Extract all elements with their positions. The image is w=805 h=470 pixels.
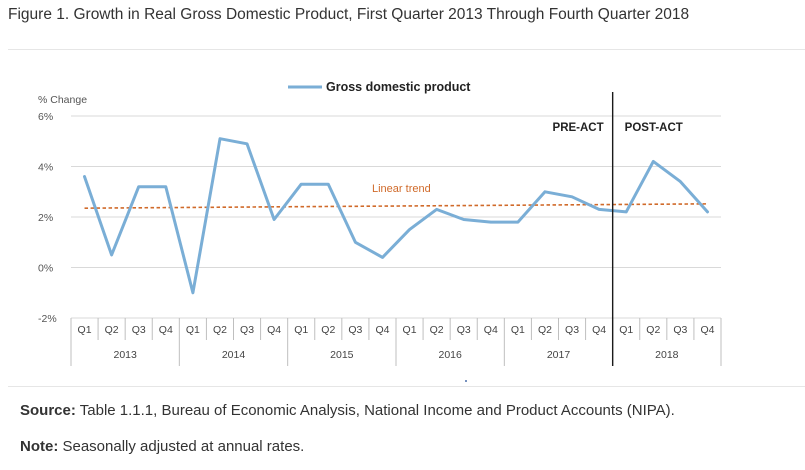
note-text: Seasonally adjusted at annual rates. [58, 438, 305, 455]
data-point [625, 210, 628, 214]
stray-dot [465, 380, 467, 382]
data-point [327, 182, 330, 186]
data-point [354, 241, 357, 244]
data-point [381, 256, 384, 259]
data-point [408, 228, 411, 231]
series-line-gdp [83, 137, 709, 295]
x-tick-label: Q4 [484, 324, 498, 336]
data-point [164, 185, 167, 188]
data-point [597, 208, 601, 211]
x-tick-label: Q1 [511, 324, 525, 336]
x-tick-label: Q2 [538, 324, 552, 336]
year-label: 2013 [113, 349, 137, 361]
x-tick-label: Q3 [457, 324, 471, 336]
pre-act-label: PRE-ACT [553, 122, 604, 134]
y-tick-label: 4% [38, 162, 53, 174]
post-act-label: POST-ACT [625, 122, 683, 134]
data-point [435, 208, 438, 211]
data-point [462, 218, 465, 221]
year-label: 2018 [655, 349, 679, 361]
data-point [300, 182, 303, 186]
year-label: 2014 [222, 349, 246, 361]
data-point [570, 195, 574, 198]
source-note: Source: Table 1.1.1, Bureau of Economic … [20, 402, 675, 419]
source-label: Source: [20, 402, 76, 419]
x-tick-label: Q1 [403, 324, 417, 336]
x-tick-label: Q3 [132, 324, 146, 336]
x-tick-label: Q2 [213, 324, 227, 336]
trend-label: Linear trend [372, 183, 431, 195]
data-point [245, 142, 249, 145]
data-point [110, 253, 113, 257]
x-tick-label: Q2 [646, 324, 660, 336]
x-tick-label: Q4 [592, 324, 606, 336]
x-tick-label: Q4 [267, 324, 281, 336]
year-label: 2016 [438, 349, 462, 361]
x-tick-label: Q1 [294, 324, 308, 336]
y-tick-label: -2% [38, 313, 57, 325]
data-point [272, 218, 276, 221]
x-tick-label: Q4 [375, 324, 389, 336]
data-point [191, 291, 195, 294]
y-tick-label: 2% [38, 212, 53, 224]
year-label: 2017 [547, 349, 571, 361]
x-tick-label: Q4 [700, 324, 714, 336]
bottom-divider [8, 386, 805, 387]
x-tick-label: Q3 [348, 324, 362, 336]
top-divider [8, 49, 805, 50]
x-tick-label: Q2 [321, 324, 335, 336]
data-point [489, 220, 492, 224]
x-tick-label: Q1 [619, 324, 633, 336]
x-tick-label: Q3 [673, 324, 687, 336]
data-point [706, 210, 709, 214]
y-tick-label: 6% [38, 111, 53, 123]
x-tick-label: Q3 [240, 324, 254, 336]
data-point [652, 160, 655, 163]
y-axis-title: % Change [38, 94, 87, 106]
year-label: 2015 [330, 349, 354, 361]
legend-label: Gross domestic product [326, 80, 471, 94]
data-point [137, 185, 140, 188]
note-label: Note: [20, 438, 59, 455]
x-tick-label: Q1 [186, 324, 200, 336]
x-tick-label: Q2 [105, 324, 119, 336]
data-point [218, 137, 222, 140]
source-text: Table 1.1.1, Bureau of Economic Analysis… [75, 402, 675, 419]
figure-title: Figure 1. Growth in Real Gross Domestic … [8, 6, 690, 23]
x-tick-label: Q3 [565, 324, 579, 336]
data-point [543, 190, 547, 193]
x-tick-label: Q2 [430, 324, 444, 336]
x-tick-label: Q1 [78, 324, 92, 336]
data-point [516, 220, 520, 224]
trend-line [84, 203, 708, 209]
x-tick-label: Q4 [159, 324, 173, 336]
data-point [83, 175, 86, 178]
y-tick-label: 0% [38, 263, 53, 275]
data-point [679, 180, 682, 183]
seasonal-note: Note: Seasonally adjusted at annual rate… [20, 438, 304, 455]
